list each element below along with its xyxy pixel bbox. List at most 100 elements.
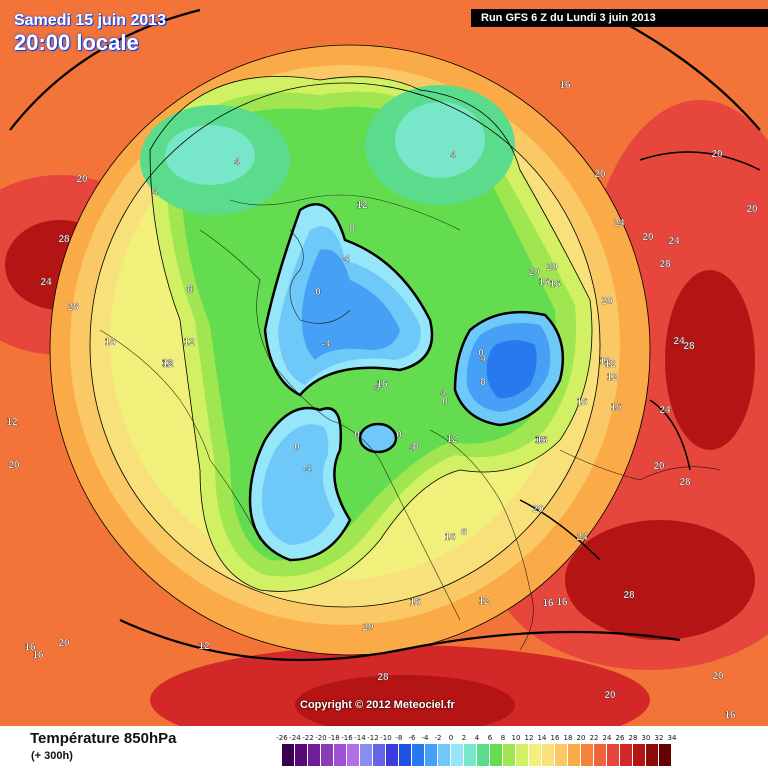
contour-label: 16 xyxy=(538,277,550,288)
legend-swatch xyxy=(464,744,477,766)
legend-tick: 0 xyxy=(448,734,454,742)
contour-label: 28 xyxy=(58,234,70,245)
contour-label: 16 xyxy=(724,710,736,721)
legend-swatch xyxy=(282,744,295,766)
contour-label: 24 xyxy=(673,336,685,347)
contour-label: 20 xyxy=(546,262,558,273)
legend-tick: 20 xyxy=(576,734,586,742)
legend-tick: 28 xyxy=(628,734,638,742)
contour-label: 28 xyxy=(679,477,691,488)
legend-tick: -4 xyxy=(421,734,429,742)
legend-tick: 16 xyxy=(550,734,560,742)
legend-tick: 24 xyxy=(602,734,612,742)
legend-tick: -16 xyxy=(341,734,353,742)
contour-label: 8 xyxy=(461,527,467,538)
contour-label: 20 xyxy=(532,504,544,515)
contour-label: 4 xyxy=(440,388,446,399)
contour-label: 20 xyxy=(653,461,665,472)
legend-tick: -20 xyxy=(315,734,327,742)
contour-label: 12 xyxy=(599,356,611,367)
legend-swatch xyxy=(529,744,542,766)
contour-label: 28 xyxy=(67,302,79,313)
legend-tick: 18 xyxy=(563,734,573,742)
contour-label: 16 xyxy=(559,80,571,91)
legend-tick: 14 xyxy=(537,734,547,742)
contour-label: 28 xyxy=(377,672,389,683)
contour-label: 20 xyxy=(58,638,70,649)
legend-tick: -24 xyxy=(289,734,301,742)
legend-swatch xyxy=(412,744,425,766)
contour-label: 16 xyxy=(536,435,548,446)
contour-label: 8 xyxy=(480,377,486,388)
contour-label: 12 xyxy=(198,641,210,652)
legend-swatch xyxy=(425,744,438,766)
legend-swatch xyxy=(334,744,347,766)
legend-swatch xyxy=(646,744,659,766)
contour-label: 4 xyxy=(450,150,456,161)
contour-label: 8 xyxy=(413,442,419,453)
legend-swatch xyxy=(373,744,386,766)
contour-label: 24 xyxy=(40,277,52,288)
contour-label: 0 xyxy=(354,430,360,441)
legend-swatch xyxy=(347,744,360,766)
contour-label: 20 xyxy=(604,690,616,701)
variable-title: Température 850hPa xyxy=(30,730,177,747)
legend-swatch xyxy=(607,744,620,766)
contour-label: 12 xyxy=(356,200,368,211)
legend-tick: -18 xyxy=(328,734,340,742)
forecast-step: (+ 300h) xyxy=(31,750,73,762)
legend-swatch xyxy=(386,744,399,766)
contour-label: 16 xyxy=(556,597,568,608)
legend-tick: -6 xyxy=(408,734,416,742)
contour-label: 16 xyxy=(24,642,36,653)
contour-label: -4 xyxy=(322,339,331,350)
legend-swatch xyxy=(542,744,555,766)
legend-swatch xyxy=(633,744,646,766)
legend-swatch xyxy=(620,744,633,766)
legend-swatch xyxy=(451,744,464,766)
legend-tick: 4 xyxy=(474,734,480,742)
legend-tick: 12 xyxy=(524,734,534,742)
legend-swatch xyxy=(555,744,568,766)
legend-swatch xyxy=(581,744,594,766)
contour-label: 16 xyxy=(610,402,622,413)
contour-label: 8 xyxy=(187,284,193,295)
contour-label: 20 xyxy=(712,671,724,682)
contour-label: 12 xyxy=(604,359,616,370)
legend-tick: 6 xyxy=(487,734,493,742)
contour-label: 8 xyxy=(349,224,355,235)
forecast-date: Samedi 15 juin 2013 xyxy=(14,12,167,29)
contour-label: 16 xyxy=(104,337,116,348)
contour-label: 12 xyxy=(478,596,490,607)
contour-label: -4 xyxy=(303,464,312,475)
contour-label: 0 xyxy=(315,287,321,298)
contour-label: 16 xyxy=(444,532,456,543)
contour-label: 0 xyxy=(478,348,484,359)
legend-tick: -26 xyxy=(276,734,288,742)
legend-tick: -12 xyxy=(367,734,379,742)
legend-swatch xyxy=(594,744,607,766)
legend-tick: -8 xyxy=(395,734,403,742)
legend-bar xyxy=(282,744,672,766)
legend-swatch xyxy=(399,744,412,766)
legend-swatch xyxy=(503,744,516,766)
legend-footer: Température 850hPa (+ 300h) -26 -24 -22 -20… xyxy=(0,726,768,768)
forecast-time: 20:00 locale xyxy=(14,30,139,55)
legend-swatch xyxy=(477,744,490,766)
contour-label: 12 xyxy=(446,434,458,445)
contour-label: -4 xyxy=(341,254,350,265)
contour-label: 4 xyxy=(152,187,158,198)
legend-swatch xyxy=(490,744,503,766)
contour-label: 24 xyxy=(613,218,625,229)
contour-label: 20 xyxy=(601,296,613,307)
legend-tick: -10 xyxy=(380,734,392,742)
contour-label: 16 xyxy=(32,650,44,661)
legend-swatch xyxy=(568,744,581,766)
legend-tick: -2 xyxy=(434,734,442,742)
legend-swatch xyxy=(438,744,451,766)
contour-label: 20 xyxy=(642,232,654,243)
legend-swatch xyxy=(321,744,334,766)
